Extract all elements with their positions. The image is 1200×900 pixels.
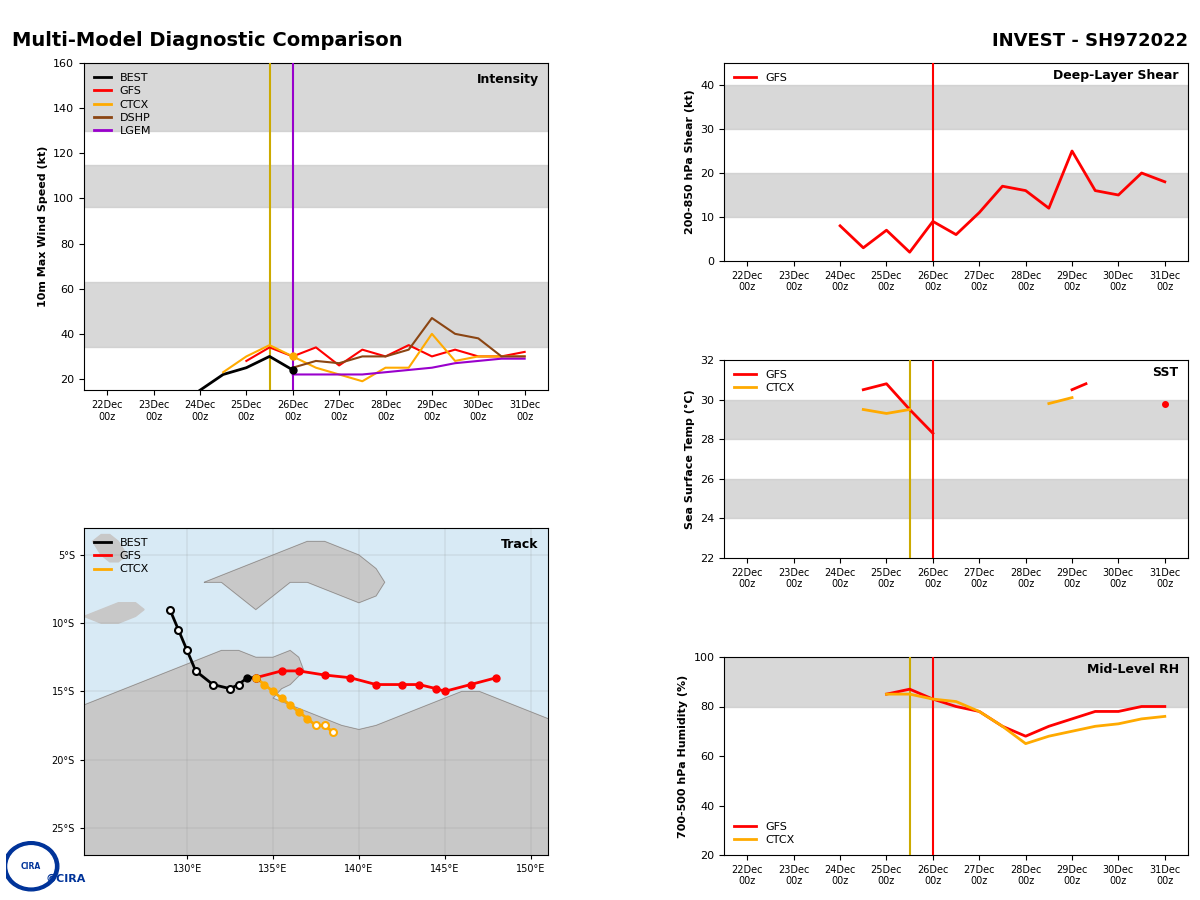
Y-axis label: Sea Surface Temp (°C): Sea Surface Temp (°C) [684,389,695,529]
Y-axis label: 700-500 hPa Humidity (%): 700-500 hPa Humidity (%) [678,674,688,838]
Text: Deep-Layer Shear: Deep-Layer Shear [1054,69,1178,82]
Legend: GFS, CTCX: GFS, CTCX [730,817,799,850]
Text: ©CIRA: ©CIRA [46,874,86,884]
Text: SST: SST [1152,366,1178,379]
Text: Multi-Model Diagnostic Comparison: Multi-Model Diagnostic Comparison [12,32,403,50]
Polygon shape [84,603,144,623]
Y-axis label: 200-850 hPa Shear (kt): 200-850 hPa Shear (kt) [685,90,695,234]
Bar [724,85,1188,129]
Text: CIRA: CIRA [20,862,41,871]
Polygon shape [84,651,548,855]
Circle shape [4,842,59,891]
Bar [84,282,548,347]
Text: INVEST - SH972022: INVEST - SH972022 [992,32,1188,50]
Legend: GFS, CTCX: GFS, CTCX [730,365,799,398]
Bar [84,63,548,130]
Y-axis label: 10m Max Wind Speed (kt): 10m Max Wind Speed (kt) [37,146,48,307]
Legend: BEST, GFS, CTCX, DSHP, LGEM: BEST, GFS, CTCX, DSHP, LGEM [90,68,156,140]
Bar [724,400,1188,439]
Polygon shape [92,535,127,562]
Bar [724,657,1188,706]
Text: Mid-Level RH: Mid-Level RH [1086,663,1178,676]
Bar [724,173,1188,217]
Circle shape [8,846,54,886]
Legend: BEST, GFS, CTCX: BEST, GFS, CTCX [90,534,154,579]
Bar [724,479,1188,518]
Text: Track: Track [502,537,539,551]
Bar [84,165,548,208]
Legend: GFS: GFS [730,68,792,87]
Polygon shape [204,542,385,609]
Text: Intensity: Intensity [476,73,539,86]
